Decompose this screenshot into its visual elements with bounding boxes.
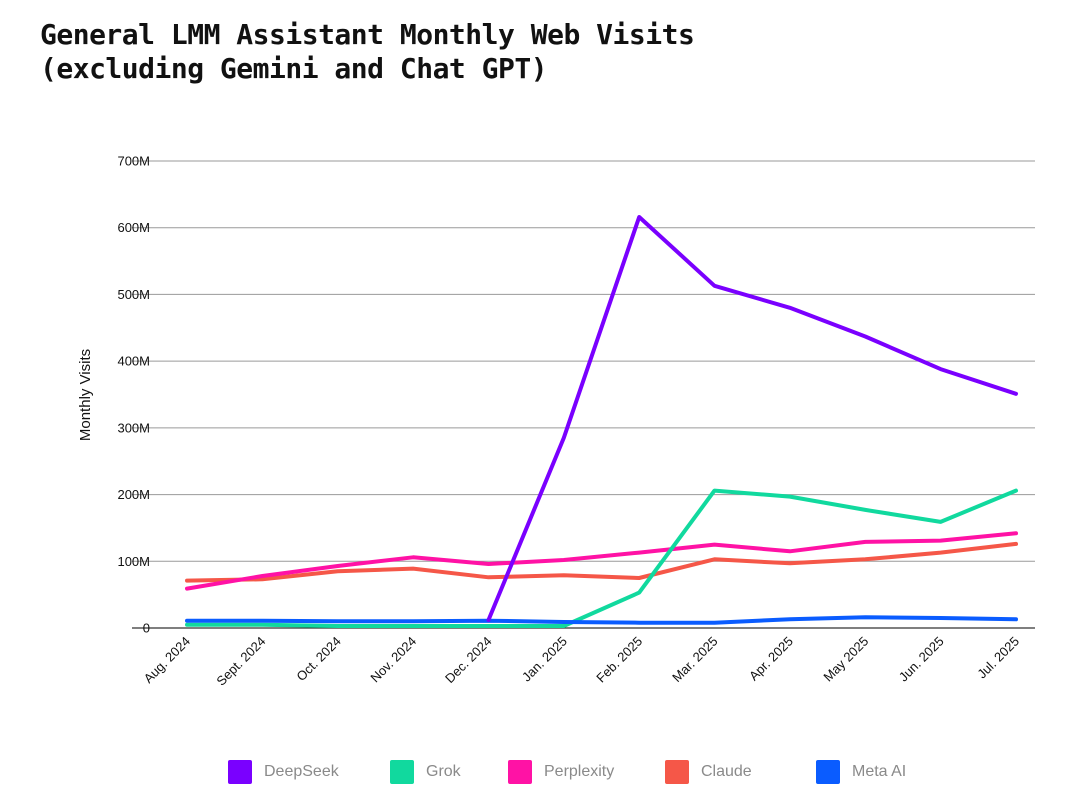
- x-axis-ticks: Aug. 2024 Sept. 2024 Oct. 2024 Nov. 2024 Dec…: [141, 634, 1023, 689]
- x-tick-label: Nov. 2024: [367, 634, 419, 686]
- legend: DeepSeek Grok Perplexity Claude Meta AI: [0, 760, 1071, 786]
- x-tick-label: Apr. 2025: [746, 634, 796, 684]
- legend-item-meta-ai: Meta AI: [816, 760, 906, 784]
- chart-title-line-2: (excluding Gemini and Chat GPT): [40, 52, 548, 85]
- series-line-perplexity: [185, 531, 1018, 591]
- legend-label: Claude: [701, 763, 752, 780]
- legend-item-claude: Claude: [665, 760, 752, 784]
- x-tick-label: Oct. 2024: [293, 634, 343, 684]
- series-line-deepseek: [486, 215, 1018, 622]
- legend-label: DeepSeek: [264, 763, 339, 780]
- x-tick-label: Aug. 2024: [141, 634, 194, 687]
- x-tick-label: Jun. 2025: [896, 634, 947, 685]
- y-tick-label: 100M: [117, 554, 150, 569]
- legend-swatch: [508, 760, 532, 784]
- legend-swatch: [816, 760, 840, 784]
- y-tick-label: 0: [143, 621, 150, 636]
- legend-item-grok: Grok: [390, 760, 461, 784]
- legend-label: Meta AI: [852, 763, 907, 780]
- legend-swatch: [228, 760, 252, 784]
- x-tick-label: Sept. 2024: [213, 634, 268, 689]
- series-lines: [185, 215, 1018, 628]
- x-tick-label: Jan. 2025: [519, 634, 570, 685]
- legend-label: Grok: [426, 763, 461, 780]
- chart-title: General LMM Assistant Monthly Web Visits…: [40, 18, 695, 86]
- y-axis-ticks: 0 100M 200M 300M 400M 500M 600M 700M: [117, 154, 150, 636]
- legend-item-perplexity: Perplexity: [508, 760, 614, 784]
- series-line-grok: [185, 488, 1018, 628]
- y-tick-label: 600M: [117, 220, 150, 235]
- x-tick-label: May 2025: [820, 634, 871, 685]
- chart-title-line-1: General LMM Assistant Monthly Web Visits: [40, 18, 695, 51]
- x-tick-label: Dec. 2024: [442, 634, 495, 687]
- series-line-meta-ai: [185, 615, 1018, 625]
- legend-swatch: [390, 760, 414, 784]
- y-tick-label: 700M: [117, 154, 150, 169]
- legend-label: Perplexity: [544, 763, 615, 780]
- line-chart: 0 100M 200M 300M 400M 500M 600M 700M Monthly Vi…: [77, 154, 1035, 689]
- y-tick-label: 300M: [117, 420, 150, 435]
- y-tick-label: 500M: [117, 287, 150, 302]
- legend-item-deepseek: DeepSeek: [228, 760, 339, 784]
- x-tick-label: Jul. 2025: [974, 634, 1022, 682]
- y-tick-label: 400M: [117, 354, 150, 369]
- y-axis-label: Monthly Visits: [77, 349, 94, 441]
- x-tick-label: Feb. 2025: [593, 634, 645, 686]
- y-tick-label: 200M: [117, 487, 150, 502]
- series-line-claude: [185, 541, 1018, 583]
- grid: [132, 160, 1035, 629]
- legend-swatch: [665, 760, 689, 784]
- x-tick-label: Mar. 2025: [669, 634, 720, 685]
